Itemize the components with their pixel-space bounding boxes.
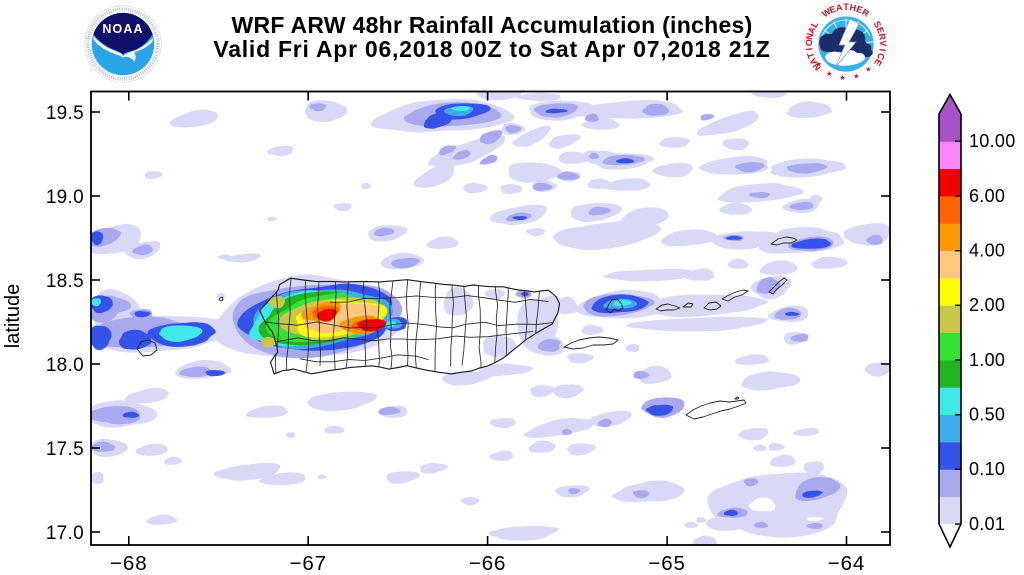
svg-text:18.5: 18.5 xyxy=(46,271,84,292)
svg-text:★: ★ xyxy=(853,72,859,81)
svg-text:17.0: 17.0 xyxy=(46,523,84,544)
svg-text:0.10: 0.10 xyxy=(969,459,1005,479)
svg-text:E: E xyxy=(875,26,887,35)
svg-text:4.00: 4.00 xyxy=(969,241,1005,261)
svg-text:★: ★ xyxy=(865,65,871,74)
svg-text:★: ★ xyxy=(839,73,845,82)
svg-text:6.00: 6.00 xyxy=(969,186,1005,206)
svg-text:0.01: 0.01 xyxy=(969,514,1005,534)
svg-text:NOAA: NOAA xyxy=(102,22,143,36)
svg-text:−66: −66 xyxy=(469,552,506,575)
svg-text:O: O xyxy=(804,39,814,46)
svg-text:2.00: 2.00 xyxy=(969,295,1005,315)
svg-text:Valid Fri Apr 06,2018 00Z to S: Valid Fri Apr 06,2018 00Z to Sat Apr 07,… xyxy=(213,36,770,62)
svg-text:E: E xyxy=(855,4,864,15)
svg-text:1.00: 1.00 xyxy=(969,350,1005,370)
svg-text:I: I xyxy=(804,47,814,51)
svg-text:C: C xyxy=(875,52,887,62)
svg-text:R: R xyxy=(860,7,871,19)
svg-text:WRF ARW 48hr Rainfall Accumula: WRF ARW 48hr Rainfall Accumulation (inch… xyxy=(231,12,752,38)
svg-text:S: S xyxy=(872,19,884,29)
svg-text:−64: −64 xyxy=(828,552,865,575)
svg-text:A: A xyxy=(806,25,818,35)
svg-text:−65: −65 xyxy=(648,552,685,575)
svg-text:★: ★ xyxy=(816,60,822,69)
svg-text:0.50: 0.50 xyxy=(969,405,1005,425)
svg-text:T: T xyxy=(805,51,816,60)
svg-text:T: T xyxy=(843,2,849,12)
svg-text:17.5: 17.5 xyxy=(46,439,84,460)
svg-text:18.0: 18.0 xyxy=(46,355,84,376)
svg-text:A: A xyxy=(807,56,819,67)
svg-text:R: R xyxy=(877,33,888,42)
svg-text:E: E xyxy=(828,4,837,15)
svg-text:N: N xyxy=(811,61,823,72)
svg-text:L: L xyxy=(809,19,821,29)
svg-text:H: H xyxy=(849,2,857,13)
svg-text:E: E xyxy=(872,57,884,67)
svg-text:19.5: 19.5 xyxy=(46,103,84,124)
svg-text:★: ★ xyxy=(826,69,832,78)
svg-text:10.00: 10.00 xyxy=(969,131,1016,151)
svg-text:latitude: latitude xyxy=(2,284,24,349)
svg-text:I: I xyxy=(877,48,887,52)
svg-text:A: A xyxy=(835,2,844,13)
svg-text:N: N xyxy=(804,32,815,40)
svg-text:V: V xyxy=(878,40,888,46)
svg-text:−67: −67 xyxy=(289,552,326,575)
svg-text:19.0: 19.0 xyxy=(46,187,84,208)
svg-text:−68: −68 xyxy=(110,552,147,575)
